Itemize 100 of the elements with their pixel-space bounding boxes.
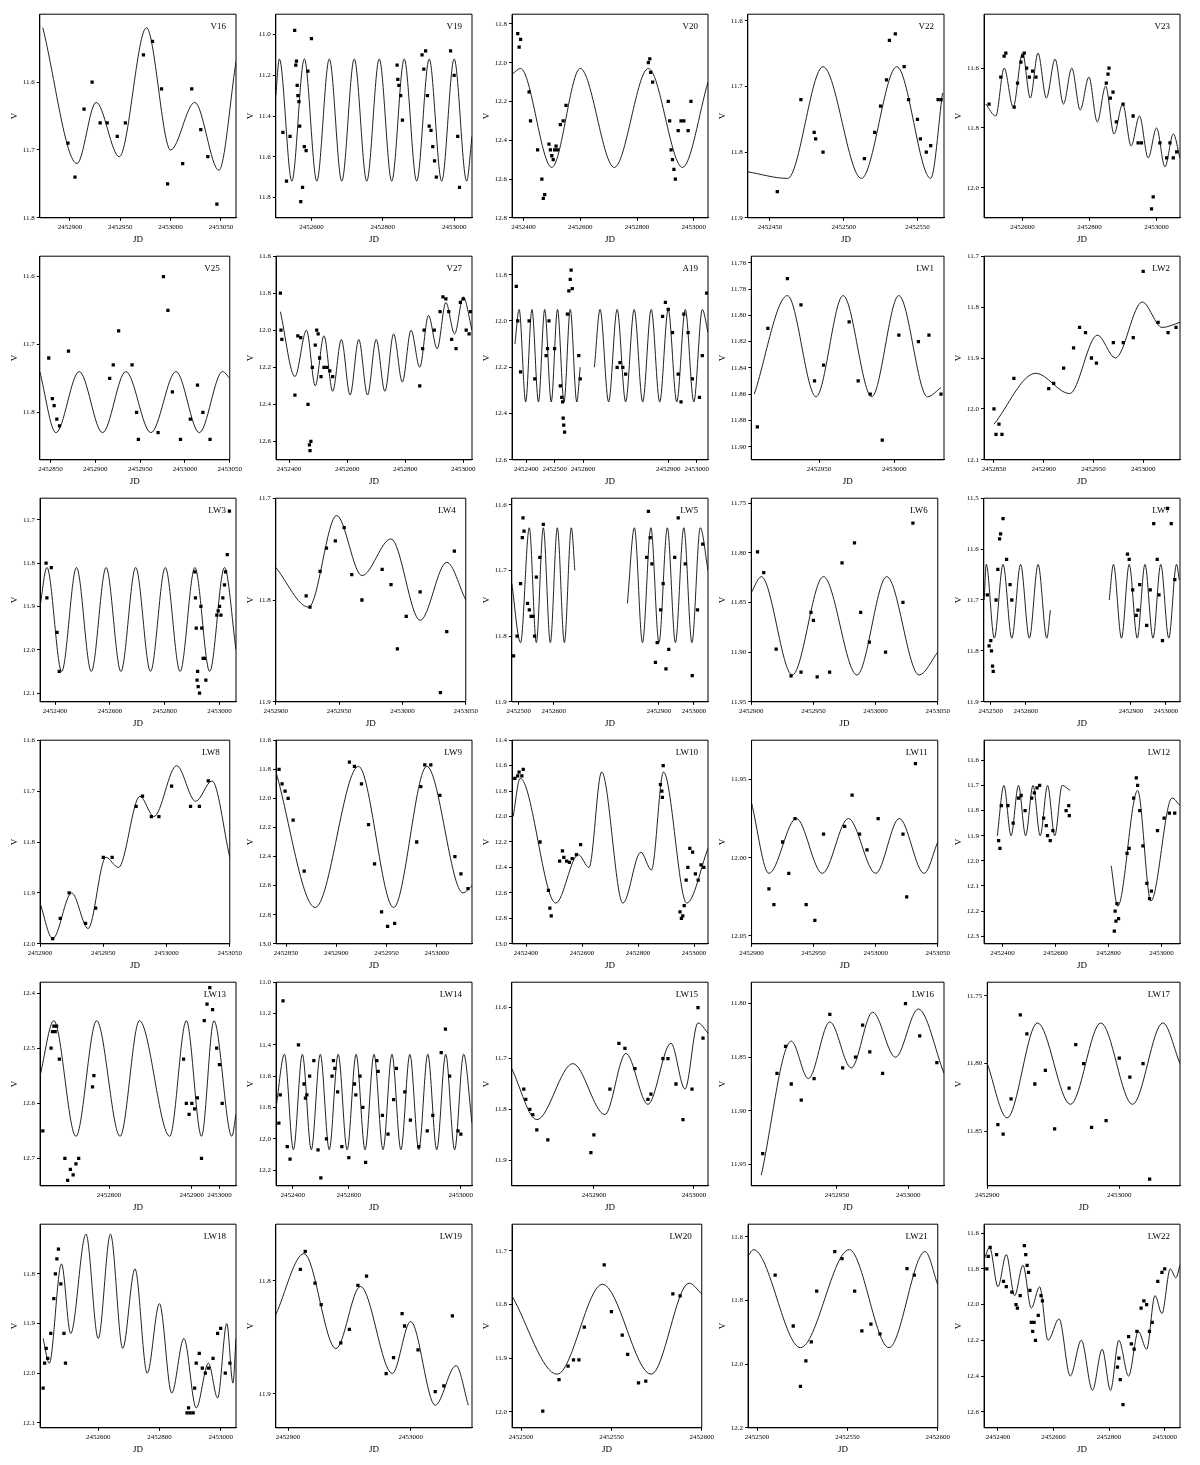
line-series [747,66,944,179]
line-series [512,1282,702,1375]
x-axis-title: JD [129,475,141,486]
text: LW1 [916,263,934,274]
point [997,537,1002,541]
point [850,793,854,797]
point [157,814,161,819]
text: LW9 [444,747,463,758]
point [408,1118,413,1122]
y-axis-title: V [716,1080,727,1088]
point [466,886,470,891]
text: LW17 [1147,989,1171,1000]
point [1158,141,1162,145]
point [1164,156,1169,160]
point [228,1361,232,1365]
point [617,1041,621,1045]
point [672,167,676,171]
point [1089,356,1094,360]
point [649,1092,653,1096]
point [66,141,70,145]
line-series [511,1022,708,1121]
point [454,347,458,351]
point [1115,1365,1120,1369]
point [560,400,565,404]
text: LW21 [905,1231,928,1242]
point [1125,851,1129,855]
point [308,448,312,453]
point [577,1358,581,1362]
point [1134,776,1138,780]
line-series [760,1008,944,1176]
point [296,94,300,98]
point [302,869,306,873]
point [856,379,860,383]
x-axis-title: JD [839,717,851,728]
point [1019,60,1023,64]
point [188,1411,192,1415]
point [565,312,570,316]
x-axis-title: JD [1077,475,1088,486]
point [434,175,438,179]
point [423,763,427,767]
point [868,392,872,396]
point [206,779,210,783]
point [1139,1306,1143,1310]
point [63,1156,67,1160]
x-axis-title: JD [839,959,851,970]
x-axis-title: JD [369,959,380,970]
point [170,390,175,394]
line-series [751,802,938,874]
point [589,1151,593,1155]
point [444,297,448,301]
y-axis-title: V [952,838,963,846]
text: V25 [204,263,221,274]
point [660,789,664,793]
point [156,431,160,435]
point [841,1066,845,1070]
point [333,539,337,543]
point [623,1046,627,1050]
point [420,53,424,57]
point [521,516,525,520]
point [441,295,445,299]
point [809,1340,813,1344]
text: LW14 [439,989,463,1000]
text: LW20 [669,1231,693,1242]
point [1040,1299,1045,1303]
point [286,796,290,800]
point [865,848,869,852]
point [205,1002,209,1006]
line-series [512,67,708,168]
point [678,910,682,914]
point [608,1087,612,1091]
point [673,177,677,181]
point [1094,361,1099,365]
point [1008,583,1012,587]
point [130,363,134,367]
y-axis-title: V [480,354,491,362]
point [1006,803,1010,808]
point [186,1406,191,1410]
point [878,1332,882,1336]
line-series [40,1020,236,1137]
x-axis-title: JD [842,475,854,486]
point [279,328,283,332]
point [354,1093,358,1097]
point [313,1281,317,1285]
y-axis-title: V [8,112,19,120]
point [618,361,622,365]
point [195,678,199,682]
point [1156,320,1160,324]
x-axis-title: JD [1076,717,1088,728]
point [1104,1119,1108,1123]
point [1033,1082,1037,1086]
x-axis-title: JD [605,959,616,970]
point [992,407,996,411]
point [566,1364,570,1368]
x-axis-title: JD [369,475,380,486]
point [1157,593,1161,597]
point [416,1348,420,1352]
point [678,1294,682,1298]
point [288,134,292,138]
point [847,320,851,324]
point [1023,808,1027,813]
